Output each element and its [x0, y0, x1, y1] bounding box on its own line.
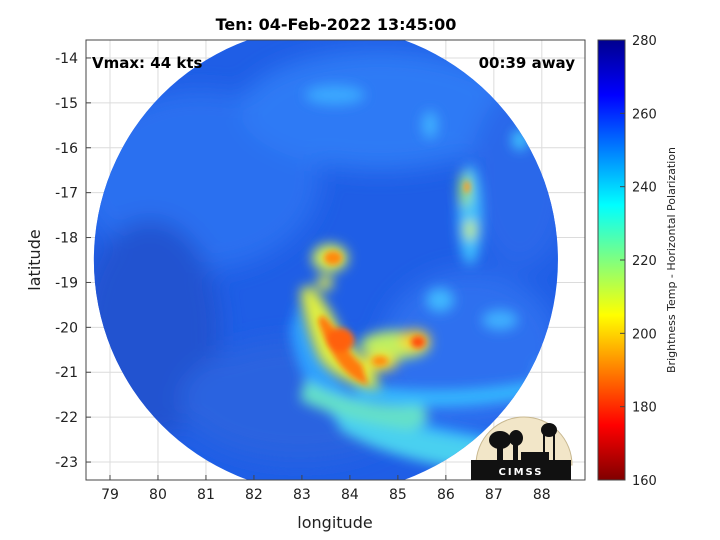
vmax-annotation: Vmax: 44 kts — [92, 54, 202, 72]
x-tick-label: 85 — [389, 487, 407, 503]
x-tick-label: 87 — [485, 487, 503, 503]
x-tick-label: 83 — [293, 487, 311, 503]
x-tick-label: 79 — [101, 487, 119, 503]
x-axis-label: longitude — [297, 513, 372, 532]
x-tick-label: 88 — [533, 487, 551, 503]
x-tick-label: 80 — [149, 487, 167, 503]
y-tick-label: -23 — [55, 455, 78, 471]
y-tick-label: -14 — [55, 51, 78, 67]
y-tick-label: -17 — [55, 186, 78, 202]
colorbar-ticks: 160 180 200 220 240 260 280 — [620, 34, 657, 489]
x-tick-label: 81 — [197, 487, 215, 503]
plot-frame — [85, 39, 586, 481]
colorbar-label: Brightness Temp - Horizontal Polarizatio… — [665, 147, 678, 373]
y-tick-label: -22 — [55, 410, 78, 426]
y-axis-ticks: -14 -15 -16 -17 -18 -19 -20 -21 -22 -23 — [55, 51, 91, 471]
y-tick-label: -15 — [55, 96, 78, 112]
y-tick-label: -18 — [55, 231, 78, 247]
x-tick-label: 84 — [341, 487, 359, 503]
colorbar-tick-label: 200 — [632, 327, 657, 342]
y-tick-label: -20 — [55, 320, 78, 336]
y-tick-label: -16 — [55, 141, 78, 157]
y-axis-label: latitude — [25, 229, 44, 290]
x-axis-ticks: 79 80 81 82 83 84 85 86 87 88 — [101, 475, 551, 503]
y-tick-label: -19 — [55, 275, 78, 291]
satellite-dish-icon — [489, 431, 511, 449]
colorbar-tick-label: 180 — [632, 401, 657, 416]
time-away-annotation: 00:39 away — [479, 54, 576, 72]
y-tick-label: -21 — [55, 365, 78, 381]
cimss-logo: CIMSS — [471, 416, 573, 480]
colorbar-tick-label: 160 — [632, 474, 657, 489]
colorbar-tick-label: 260 — [632, 107, 657, 122]
x-tick-label: 82 — [245, 487, 263, 503]
x-tick-label: 86 — [437, 487, 455, 503]
colorbar-tick-label: 280 — [632, 34, 657, 49]
chart-title: Ten: 04-Feb-2022 13:45:00 — [216, 15, 457, 34]
colorbar-tick-label: 240 — [632, 181, 657, 196]
water-tower-icon — [541, 423, 557, 437]
colorbar-tick-label: 220 — [632, 254, 657, 269]
logo-text: CIMSS — [499, 467, 544, 478]
